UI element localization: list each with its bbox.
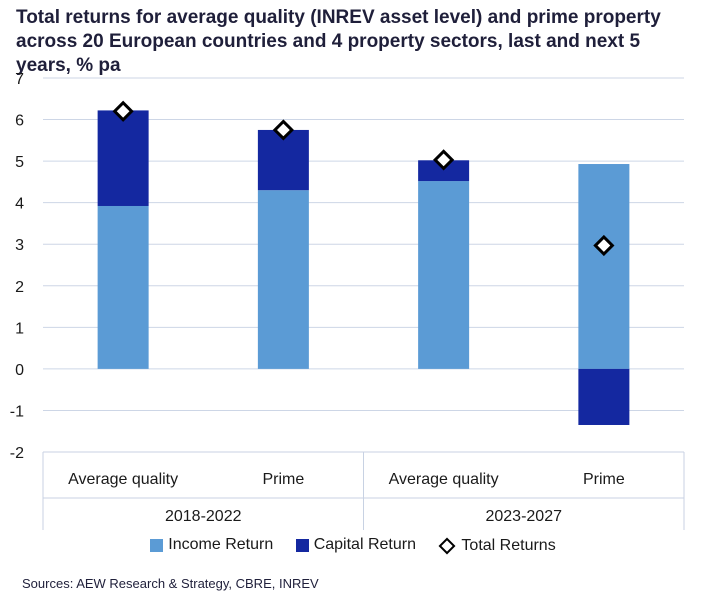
legend: Income Return Capital Return Total Retur… (0, 536, 706, 557)
y-tick-label: 1 (15, 320, 24, 337)
y-tick-label: -1 (10, 403, 24, 420)
y-axis-ticks: 7 6 5 4 3 2 1 0 -1 -2 (10, 71, 24, 462)
y-tick-label: 4 (15, 196, 24, 213)
y-tick-label: 3 (15, 237, 24, 254)
total-return-markers (112, 100, 615, 257)
total-return-marker (112, 100, 134, 122)
y-tick-label: -2 (10, 445, 24, 462)
total-return-marker (433, 149, 455, 171)
total-return-marker (272, 119, 294, 141)
y-tick-label: 7 (15, 71, 24, 88)
chart-title: Total returns for average quality (INREV… (16, 7, 661, 76)
bars (97, 110, 630, 425)
legend-item-capital: Capital Return (295, 536, 416, 554)
legend-item-total: Total Returns (438, 536, 556, 555)
x-axis-categories: Average quality Prime Average quality Prime… (42, 451, 685, 530)
group-label: 2023-2027 (485, 508, 562, 525)
category-label: Average quality (389, 471, 499, 488)
y-tick-label: 2 (15, 279, 24, 296)
legend-swatch-capital (295, 538, 309, 552)
category-label: Average quality (68, 471, 178, 488)
bar-capital (418, 160, 470, 182)
bar-income (257, 190, 309, 369)
y-tick-label: 6 (15, 113, 24, 130)
legend-item-income: Income Return (150, 536, 273, 554)
category-label: Prime (262, 471, 304, 488)
bar-capital (97, 110, 149, 206)
bar-capital (578, 368, 630, 425)
bar-income (97, 205, 149, 369)
legend-swatch-income (150, 538, 164, 552)
legend-label-income: Income Return (168, 536, 274, 553)
bar-income (418, 181, 470, 369)
gridlines (43, 77, 684, 453)
group-label: 2018-2022 (165, 508, 242, 525)
legend-label-total: Total Returns (461, 536, 556, 554)
total-return-marker (593, 234, 615, 257)
legend-label-capital: Capital Return (313, 536, 416, 553)
legend-diamond-icon (438, 537, 456, 554)
source-note: Sources: AEW Research & Strategy, CBRE, … (22, 576, 319, 591)
category-label: Prime (583, 471, 625, 488)
y-tick-label: 0 (15, 362, 24, 379)
bar-income (578, 164, 630, 369)
y-tick-label: 5 (15, 154, 24, 171)
